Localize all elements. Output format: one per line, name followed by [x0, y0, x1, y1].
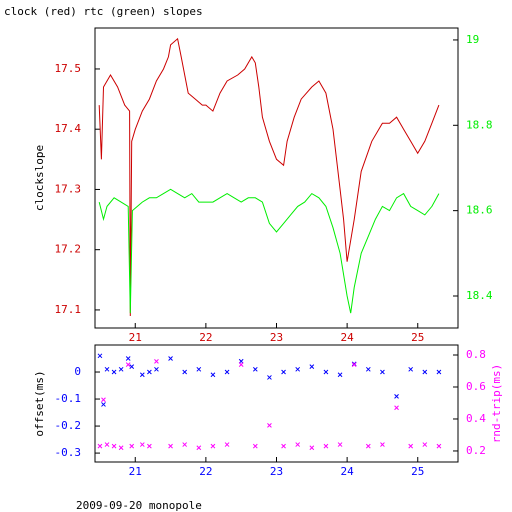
point	[182, 369, 188, 375]
point	[422, 442, 428, 447]
y2-tick-label: 18.8	[466, 118, 493, 131]
point	[380, 442, 385, 447]
x-tick-label: 22	[199, 331, 212, 344]
x-tick-label: 24	[340, 465, 354, 478]
point	[168, 443, 173, 449]
point	[147, 369, 152, 375]
point	[408, 443, 414, 449]
series-line	[98, 37, 440, 317]
y-axis-label: clockslope	[33, 145, 46, 211]
point	[101, 397, 106, 403]
y2-tick-label: 19	[466, 33, 479, 46]
point	[422, 369, 428, 375]
point	[351, 362, 357, 367]
point	[129, 364, 135, 369]
y-tick-label: 17.2	[55, 243, 82, 256]
y-tick-label: -0.2	[55, 419, 82, 432]
y-tick-label: 17.4	[55, 122, 82, 135]
point	[111, 443, 117, 449]
y2-tick-label: 0.6	[466, 380, 486, 393]
point	[104, 366, 110, 372]
point	[111, 369, 117, 375]
point	[101, 402, 106, 407]
x-tick-label: 21	[129, 465, 142, 478]
point	[196, 445, 202, 451]
point	[408, 366, 414, 372]
y2-tick-label: 0.8	[466, 348, 486, 361]
x-tick-label: 23	[270, 331, 283, 344]
point	[295, 366, 301, 372]
point	[154, 359, 159, 364]
y-tick-label: 0	[74, 365, 81, 378]
point	[118, 445, 124, 451]
y2-tick-label: 18.6	[466, 204, 493, 217]
point	[147, 443, 152, 449]
point	[281, 369, 286, 375]
x-tick-label: 25	[411, 331, 424, 344]
point	[436, 369, 442, 375]
x-tick-label: 25	[411, 465, 424, 478]
x-tick-label: 24	[340, 331, 354, 344]
point	[267, 375, 272, 380]
chart-title: clock (red) rtc (green) slopes	[4, 5, 203, 18]
footer: 2009-09-20 monopole	[76, 499, 202, 512]
point	[97, 353, 103, 359]
point	[224, 442, 230, 447]
x-tick-label: 21	[129, 331, 142, 344]
point	[238, 358, 244, 364]
point	[337, 372, 343, 378]
y-tick-label: 17.3	[55, 182, 82, 195]
y2-tick-label: 18.4	[466, 289, 493, 302]
point	[252, 443, 258, 449]
point	[394, 393, 399, 399]
point	[365, 443, 371, 449]
point	[309, 445, 315, 451]
series-line	[98, 188, 440, 314]
point	[97, 443, 103, 449]
point	[394, 405, 399, 411]
point	[210, 443, 216, 449]
y2-tick-label: 0.2	[466, 444, 486, 457]
point	[104, 442, 110, 447]
point	[238, 362, 244, 367]
point	[252, 366, 258, 372]
point	[118, 366, 124, 372]
y-tick-label: 17.1	[55, 303, 82, 316]
plot-frame	[94, 27, 459, 329]
point	[309, 364, 315, 369]
y-tick-label: -0.1	[55, 392, 82, 405]
y2-tick-label: 0.4	[466, 412, 486, 425]
point	[365, 366, 371, 372]
point	[154, 366, 159, 372]
point	[125, 356, 131, 361]
point	[295, 442, 301, 447]
point	[323, 369, 329, 375]
y2-axis-label: rnd-trip(ms)	[490, 364, 503, 443]
y-tick-label: -0.3	[55, 446, 82, 459]
point	[380, 369, 385, 375]
point	[139, 442, 145, 447]
point	[267, 423, 272, 428]
point	[210, 372, 216, 378]
point	[182, 442, 188, 447]
point	[168, 356, 173, 361]
point	[125, 362, 131, 367]
point	[129, 443, 135, 449]
plot-frame	[94, 344, 459, 463]
point	[139, 372, 145, 378]
x-tick-label: 22	[199, 465, 212, 478]
point	[436, 443, 442, 449]
point	[196, 366, 202, 372]
point	[337, 442, 343, 447]
x-tick-label: 23	[270, 465, 283, 478]
point	[323, 443, 329, 449]
y-axis-label: offset(ms)	[33, 370, 46, 436]
y-tick-label: 17.5	[55, 62, 82, 75]
point	[281, 443, 286, 449]
point	[224, 369, 230, 375]
